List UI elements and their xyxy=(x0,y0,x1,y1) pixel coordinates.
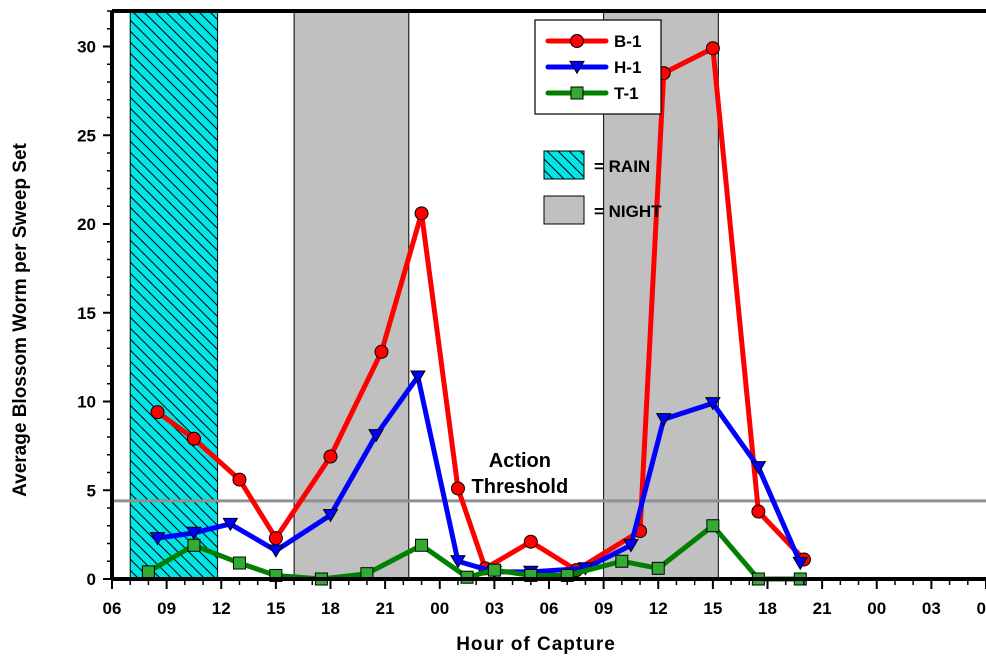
night-region-1 xyxy=(293,10,410,580)
data-point-T-1-8 xyxy=(487,563,501,577)
data-point-H-1-14 xyxy=(750,461,767,475)
x-tick-label-12: 18 xyxy=(758,599,777,618)
data-point-T-1-2 xyxy=(232,556,246,570)
legend-label-T-1: T-1 xyxy=(614,84,639,103)
x-tick-label-5: 21 xyxy=(376,599,395,618)
y-tick-label-2: 10 xyxy=(77,393,96,412)
data-point-H-1-7 xyxy=(450,555,466,569)
y-tick-label-4: 20 xyxy=(77,215,96,234)
night-legend-label: = NIGHT xyxy=(594,202,662,221)
legend-item-B-1: B-1 xyxy=(545,32,641,51)
legend-marker-H-1 xyxy=(569,60,585,75)
x-tick-label-15: 03 xyxy=(922,599,941,618)
data-point-H-1-15 xyxy=(792,556,809,571)
y-axis-title: Average Blossom Worm per Sweep Set xyxy=(10,142,31,496)
data-point-H-1-6 xyxy=(410,370,426,384)
series-layer xyxy=(141,41,811,586)
data-point-B-1-1 xyxy=(186,431,201,446)
x-tick-label-1: 09 xyxy=(157,599,176,618)
data-point-B-1-7 xyxy=(450,481,465,496)
x-tick-label-14: 00 xyxy=(867,599,886,618)
data-point-H-1-12 xyxy=(655,413,672,427)
data-point-B-1-9 xyxy=(523,534,538,549)
y-tick-label-0: 0 xyxy=(87,570,96,589)
series-line-B-1 xyxy=(155,45,807,573)
data-point-H-1-0 xyxy=(149,532,166,546)
x-tick-label-3: 15 xyxy=(266,599,285,618)
x-tick-label-6: 00 xyxy=(430,599,449,618)
data-point-H-1-4 xyxy=(322,509,339,523)
data-point-H-1-2 xyxy=(222,517,239,532)
data-point-B-1-0 xyxy=(150,405,165,420)
series-line-H-1 xyxy=(155,374,803,575)
data-point-B-1-2 xyxy=(232,472,247,487)
region-legend: = RAIN = NIGHT xyxy=(543,150,662,225)
legend-label-H-1: H-1 xyxy=(614,58,641,77)
legend-item-H-1: H-1 xyxy=(545,58,641,77)
x-tick-label-10: 12 xyxy=(649,599,668,618)
night-legend-swatch xyxy=(543,195,585,225)
legend-items: B-1 H-1 T-1 xyxy=(545,32,641,103)
x-tick-label-4: 18 xyxy=(321,599,340,618)
rain-legend-label: = RAIN xyxy=(594,157,650,176)
data-point-H-1-13 xyxy=(705,397,721,411)
x-tick-label-11: 15 xyxy=(703,599,722,618)
data-point-T-1-11 xyxy=(615,554,629,568)
data-point-T-1-1 xyxy=(187,538,201,552)
x-tick-label-7: 03 xyxy=(485,599,504,618)
y-tick-label-6: 30 xyxy=(77,38,96,57)
series-B-1 xyxy=(150,41,811,578)
x-tick-label-0: 06 xyxy=(103,599,122,618)
y-tick-label-3: 15 xyxy=(77,304,96,323)
legend-item-T-1: T-1 xyxy=(545,84,639,103)
data-point-T-1-0 xyxy=(141,565,155,579)
legend-label-B-1: B-1 xyxy=(614,32,641,51)
x-tick-label-2: 12 xyxy=(212,599,231,618)
action-threshold-label-line2: Threshold xyxy=(472,476,569,498)
action-threshold-label-line1: Action xyxy=(489,450,551,472)
x-tick-label-9: 09 xyxy=(594,599,613,618)
legend-marker-B-1 xyxy=(570,34,584,48)
x-tick-label-8: 06 xyxy=(540,599,559,618)
data-point-H-1-11 xyxy=(623,539,639,553)
x-tick-label-16: 06 xyxy=(977,599,986,618)
series-legend: B-1 H-1 T-1 xyxy=(534,19,662,115)
y-tick-label-5: 25 xyxy=(77,126,96,145)
data-point-B-1-14 xyxy=(751,504,766,519)
data-point-T-1-13 xyxy=(706,519,720,533)
data-point-B-1-3 xyxy=(268,531,283,546)
series-line-T-1 xyxy=(145,523,803,582)
data-point-B-1-6 xyxy=(414,206,429,221)
threshold-layer: Action Threshold xyxy=(112,450,986,503)
data-point-T-1-6 xyxy=(415,538,429,552)
y-tick-label-1: 5 xyxy=(87,481,96,500)
rain-legend-swatch xyxy=(543,150,585,180)
legend-marker-T-1 xyxy=(570,86,584,100)
data-point-H-1-3 xyxy=(268,544,284,558)
axes-layer: 0 5 10 15 20 25 30 06 09 12 15 18 21 00 03 06 09 12 15 18 21… xyxy=(77,9,986,618)
data-point-T-1-12 xyxy=(651,561,665,575)
data-point-B-1-13 xyxy=(705,41,720,56)
data-point-H-1-5 xyxy=(368,429,384,443)
data-point-B-1-5 xyxy=(374,344,389,359)
x-tick-label-13: 21 xyxy=(813,599,832,618)
x-axis-title: Hour of Capture xyxy=(456,634,616,655)
data-point-B-1-4 xyxy=(323,449,338,464)
rain-region-0 xyxy=(129,10,219,580)
data-point-H-1-1 xyxy=(186,526,202,541)
